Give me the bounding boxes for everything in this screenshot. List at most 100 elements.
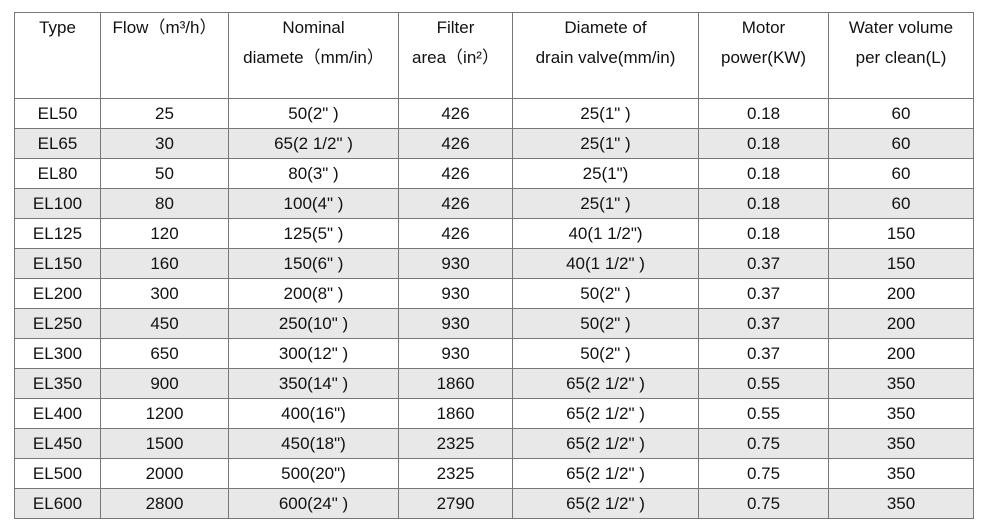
table-cell: 2325 (398, 458, 513, 489)
header-text: diamete（mm/in） (243, 48, 384, 67)
table-cell: 25(1" ) (512, 188, 699, 219)
table-cell: 0.18 (698, 188, 829, 219)
table-cell: 930 (398, 248, 513, 279)
table-cell: 40(1 1/2" ) (512, 248, 699, 279)
header-text: area（in²） (412, 48, 499, 67)
table-cell: 930 (398, 338, 513, 369)
table-cell: 80 (100, 188, 229, 219)
header-cell: Diamete of drain valve(mm/in) (512, 12, 699, 99)
table-cell: 426 (398, 158, 513, 189)
table-row: EL400 1200 400(16") 1860 65(2 1/2" ) 0.55 350 (14, 398, 974, 429)
header-text: Filter (436, 18, 475, 37)
table-cell: 200 (828, 308, 974, 339)
table-row: EL600 2800 600(24" ) 2790 65(2 1/2" ) 0.75 350 (14, 488, 974, 519)
header-cell: Motor power(KW) (698, 12, 829, 99)
table-cell: EL100 (14, 188, 101, 219)
table-cell: 350 (828, 488, 974, 519)
table-cell: 60 (828, 98, 974, 129)
table-row: EL250 450 250(10" ) 930 50(2" ) 0.37 200 (14, 308, 974, 339)
header-text: drain valve(mm/in) (535, 48, 676, 67)
table-cell: 930 (398, 308, 513, 339)
table-cell: 65(2 1/2" ) (228, 128, 399, 159)
table-cell: 150 (828, 218, 974, 249)
header-cell: Filter area（in²） (398, 12, 513, 99)
table-cell: EL450 (14, 428, 101, 459)
table-row: EL200 300 200(8" ) 930 50(2" ) 0.37 200 (14, 278, 974, 309)
table-cell: 1860 (398, 398, 513, 429)
table-cell: 100(4" ) (228, 188, 399, 219)
table-cell: 80(3" ) (228, 158, 399, 189)
table-cell: 600(24" ) (228, 488, 399, 519)
table-cell: 350 (828, 368, 974, 399)
header-text: Motor (741, 18, 786, 37)
table-cell: 650 (100, 338, 229, 369)
table-cell: 450 (100, 308, 229, 339)
table-row: EL500 2000 500(20") 2325 65(2 1/2" ) 0.75 350 (14, 458, 974, 489)
table-cell: EL250 (14, 308, 101, 339)
table-cell: 350(14" ) (228, 368, 399, 399)
table-cell: 350 (828, 398, 974, 429)
table-cell: 50 (100, 158, 229, 189)
table-cell: 0.55 (698, 368, 829, 399)
table-cell: 150 (828, 248, 974, 279)
table-cell: 2325 (398, 428, 513, 459)
table-row: EL80 50 80(3" ) 426 25(1") 0.18 60 (14, 158, 974, 189)
table-row: EL100 80 100(4" ) 426 25(1" ) 0.18 60 (14, 188, 974, 219)
table-cell: 120 (100, 218, 229, 249)
table-cell: 900 (100, 368, 229, 399)
table-cell: 65(2 1/2" ) (512, 368, 699, 399)
table-cell: EL300 (14, 338, 101, 369)
table-cell: 426 (398, 98, 513, 129)
table-cell: 0.37 (698, 278, 829, 309)
table-cell: 65(2 1/2" ) (512, 458, 699, 489)
table-cell: 30 (100, 128, 229, 159)
table-cell: 426 (398, 188, 513, 219)
table-row: EL50 25 50(2" ) 426 25(1" ) 0.18 60 (14, 98, 974, 129)
table-body: EL50 25 50(2" ) 426 25(1" ) 0.18 60 EL65 30 65(2 … (14, 98, 974, 519)
table-cell: 0.18 (698, 158, 829, 189)
table-cell: 1500 (100, 428, 229, 459)
table-cell: 65(2 1/2" ) (512, 488, 699, 519)
table-row: EL150 160 150(6" ) 930 40(1 1/2" ) 0.37 150 (14, 248, 974, 279)
spec-table: Type Flow（m³/h） Nominal diamete（mm/in） Filte… (14, 12, 974, 519)
table-cell: 0.37 (698, 308, 829, 339)
header-text: Type (39, 18, 76, 37)
table-row: EL125 120 125(5" ) 426 40(1 1/2") 0.18 150 (14, 218, 974, 249)
table-cell: 0.75 (698, 428, 829, 459)
table-cell: 0.37 (698, 248, 829, 279)
header-text: Flow（m³/h） (112, 18, 217, 37)
header-text: per clean(L) (855, 48, 947, 67)
table-cell: EL125 (14, 218, 101, 249)
table-cell: 50(2" ) (512, 338, 699, 369)
table-cell: EL400 (14, 398, 101, 429)
table-row: EL350 900 350(14" ) 1860 65(2 1/2" ) 0.55 350 (14, 368, 974, 399)
header-text: Water volume (848, 18, 954, 37)
table-row: EL65 30 65(2 1/2" ) 426 25(1" ) 0.18 60 (14, 128, 974, 159)
table-cell: 1200 (100, 398, 229, 429)
table-cell: EL600 (14, 488, 101, 519)
header-cell: Flow（m³/h） (100, 12, 229, 99)
table-cell: 0.18 (698, 218, 829, 249)
table-cell: 125(5" ) (228, 218, 399, 249)
table-cell: 60 (828, 128, 974, 159)
table-cell: 0.75 (698, 488, 829, 519)
table-cell: EL350 (14, 368, 101, 399)
header-cell: Type (14, 12, 101, 99)
table-cell: 930 (398, 278, 513, 309)
table-cell: 50(2" ) (512, 278, 699, 309)
table-cell: 500(20") (228, 458, 399, 489)
table-cell: 25(1" ) (512, 128, 699, 159)
table-cell: 40(1 1/2") (512, 218, 699, 249)
table-cell: 60 (828, 188, 974, 219)
table-row: EL300 650 300(12" ) 930 50(2" ) 0.37 200 (14, 338, 974, 369)
table-cell: 50(2" ) (228, 98, 399, 129)
header-text: Nominal (282, 18, 345, 37)
header-cell: Water volume per clean(L) (828, 12, 974, 99)
header-text: Diamete of (564, 18, 647, 37)
table-cell: 150(6" ) (228, 248, 399, 279)
table-cell: EL150 (14, 248, 101, 279)
table-cell: 160 (100, 248, 229, 279)
table-cell: 25 (100, 98, 229, 129)
table-cell: 0.37 (698, 338, 829, 369)
table-cell: 0.75 (698, 458, 829, 489)
